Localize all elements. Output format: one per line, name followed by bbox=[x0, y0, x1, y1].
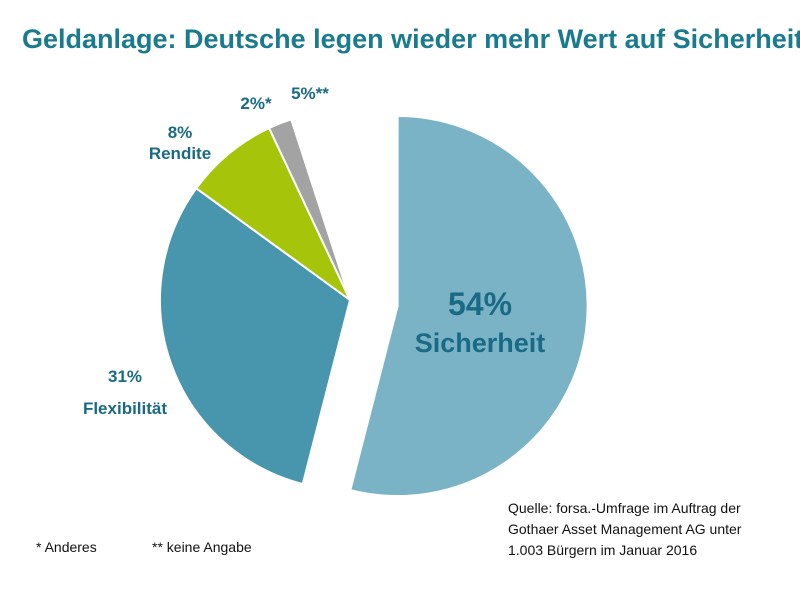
footnote-keine-angabe: ** keine Angabe bbox=[152, 539, 252, 555]
pie-slice-3 bbox=[194, 126, 351, 301]
chart-title: Geldanlage: Deutsche legen wieder mehr W… bbox=[22, 24, 800, 54]
slice-category-label-rendite: Rendite bbox=[148, 144, 212, 163]
source-line-2: Gothaer Asset Management AG unter bbox=[508, 521, 742, 537]
slice-value-label-sicherheit: 54% bbox=[447, 286, 513, 322]
source-line-3: 1.003 Bürgern im Januar 2016 bbox=[508, 542, 698, 558]
slice-category-label-flexibilitaet: Flexibilität bbox=[82, 399, 168, 418]
pie-slice-5 bbox=[290, 108, 351, 301]
source-note: Quelle: forsa.-Umfrage im Auftrag der Go… bbox=[508, 498, 741, 561]
slice-value-label-keine-angabe: 5%** bbox=[291, 84, 329, 103]
slice-value-label-rendite: 8% bbox=[167, 123, 193, 142]
slice-value-label-anderes: 2%* bbox=[240, 94, 272, 113]
source-line-1: Quelle: forsa.-Umfrage im Auftrag der bbox=[508, 500, 741, 516]
footnote-anderes: * Anderes bbox=[36, 539, 97, 555]
pie-slice-1 bbox=[349, 115, 589, 497]
slice-category-label-sicherheit: Sicherheit bbox=[414, 328, 546, 358]
pie-slice-2 bbox=[159, 186, 352, 486]
slice-value-label-flexibilitaet: 31% bbox=[107, 367, 143, 386]
